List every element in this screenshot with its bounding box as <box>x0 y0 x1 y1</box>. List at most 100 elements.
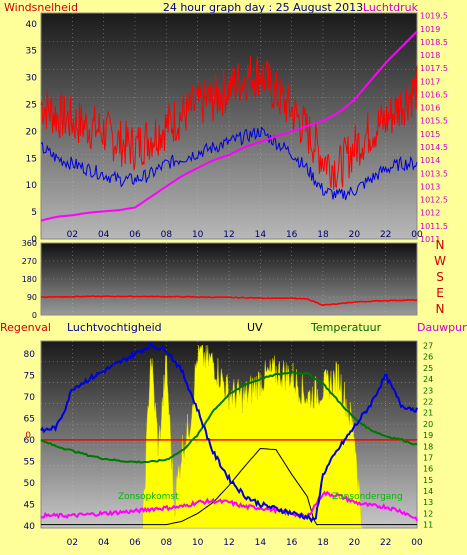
y-tick-label-temperature: 11 <box>423 521 433 530</box>
x-tick-label: 12 <box>223 230 234 240</box>
panel1-right-axis: 1011 1011.5 1012 1012.5 1013 1013.5 1014 1014.5… <box>420 12 448 244</box>
panel1-series <box>40 30 418 222</box>
y-tick-label-right: 1018 <box>420 51 440 60</box>
y-tick-label-right: 1015 <box>420 130 440 139</box>
x-tick-label: 16 <box>286 538 298 548</box>
y-tick-label-right: 1013.5 <box>420 169 448 178</box>
compass-letter-w: W <box>434 254 446 268</box>
x-tick-label: 00 <box>411 538 423 548</box>
y-tick-label-left: 10 <box>26 181 38 191</box>
y-tick-label-right: 1012 <box>420 209 440 218</box>
series-line-dauwpunt <box>40 490 418 522</box>
y-tick-label-humidity: 50 <box>24 479 36 489</box>
y-tick-label-left: 5 <box>31 208 37 218</box>
series-line-luchtdruk <box>40 30 418 222</box>
series-line-uv <box>41 447 417 526</box>
x-tick-label: 02 <box>67 538 78 548</box>
y-tick-label-right: 1017.5 <box>420 64 448 73</box>
y-tick-label-left: 30 <box>26 74 38 84</box>
temperature-title: Temperatuur <box>310 321 382 334</box>
y-tick-label-left: 40 <box>26 20 38 30</box>
x-tick-label: 06 <box>129 230 141 240</box>
x-tick-label: 18 <box>317 538 329 548</box>
y-tick-label-temperature: 25 <box>423 364 433 373</box>
series-line-windstoot <box>40 126 418 201</box>
y-tick-label-right: 1017 <box>420 77 440 86</box>
x-tick-label: 16 <box>286 230 298 240</box>
x-tick-label: 20 <box>349 230 361 240</box>
y-tick-label-temperature: 13 <box>423 498 433 507</box>
y-tick-label-right: 1014 <box>420 156 440 165</box>
graph-title: 24 hour graph day : 25 August 2013 <box>163 1 363 14</box>
y-tick-label-temperature: 27 <box>423 341 433 350</box>
x-tick-label: 10 <box>192 538 204 548</box>
y-tick-label-humidity: 75 <box>24 371 35 381</box>
y-tick-label-right: 1013 <box>420 182 440 191</box>
panel3-right-axis: 11 12 13 14 15 16 17 18 19 20 21 22 23 24 25 26 27 <box>423 341 433 529</box>
x-tick-label: 06 <box>129 538 141 548</box>
dewpoint-title: Dauwpunt <box>417 321 467 334</box>
y-tick-label-temperature: 14 <box>423 487 433 496</box>
y-tick-label-direction: 360 <box>22 239 37 248</box>
panel3-left-axis: 40 45 50 55 60 65 70 75 80 <box>24 350 36 532</box>
x-tick-label: 08 <box>161 538 173 548</box>
y-tick-label-right: 1018.5 <box>420 38 448 47</box>
y-tick-label-humidity: 70 <box>24 393 36 403</box>
y-tick-label-right: 1019 <box>420 25 440 34</box>
y-tick-label-humidity: 80 <box>24 350 36 360</box>
sunrise-annotation: Zonsopkomst <box>118 492 179 502</box>
x-tick-label: 04 <box>98 230 110 240</box>
left-axis-title: Windsnelheid <box>4 1 78 14</box>
y-tick-label-temperature: 19 <box>423 431 433 440</box>
y-tick-label-temperature: 24 <box>423 375 433 384</box>
y-tick-label-temperature: 20 <box>423 420 433 429</box>
y-tick-label-right: 1011 <box>420 235 440 244</box>
rain-zero-marker: 0 <box>25 431 31 441</box>
y-tick-label-temperature: 22 <box>423 397 433 406</box>
y-tick-label-left: 20 <box>26 127 38 137</box>
x-tick-label: 08 <box>161 230 173 240</box>
y-tick-label-direction: 270 <box>22 257 37 266</box>
y-tick-label-humidity: 45 <box>24 500 35 510</box>
x-tick-label: 04 <box>98 538 110 548</box>
compass-letter-n: N <box>436 302 445 316</box>
y-tick-label-left: 35 <box>26 47 37 57</box>
series-line-windsnelheid <box>40 56 418 190</box>
x-tick-label: 14 <box>255 230 267 240</box>
y-tick-label-humidity: 40 <box>24 522 36 532</box>
solar-radiation-area <box>142 345 363 529</box>
y-tick-label-right: 1016.5 <box>420 90 448 99</box>
panel3-x-axis: 02 04 06 08 10 12 14 16 18 20 22 00 <box>67 538 423 548</box>
y-tick-label-temperature: 15 <box>423 476 433 485</box>
y-tick-label-temperature: 23 <box>423 386 433 395</box>
y-tick-label-humidity: 65 <box>24 414 35 424</box>
series-line-temperatuur <box>40 371 418 464</box>
x-tick-label: 12 <box>223 538 234 548</box>
y-tick-label-right: 1015.5 <box>420 117 448 126</box>
panel1-x-axis: 02 04 06 08 10 12 14 16 18 20 22 00 <box>67 230 423 240</box>
y-tick-label-right: 1016 <box>420 104 440 113</box>
x-tick-label: 10 <box>192 230 204 240</box>
y-tick-label-humidity: 55 <box>24 457 35 467</box>
y-tick-label-temperature: 21 <box>423 409 433 418</box>
compass-letter-s: S <box>436 270 444 284</box>
panel1-left-axis: 0 5 10 15 20 25 30 35 40 <box>26 20 38 245</box>
y-tick-label-direction: 180 <box>22 275 37 284</box>
y-tick-label-right: 1014.5 <box>420 143 448 152</box>
x-tick-label: 02 <box>67 230 78 240</box>
humidity-title: Luchtvochtigheid <box>67 321 162 334</box>
y-tick-label-temperature: 18 <box>423 442 433 451</box>
uv-title: UV <box>247 321 263 334</box>
series-line-luchtvochtigheid <box>40 341 418 524</box>
x-tick-label: 22 <box>380 230 391 240</box>
y-tick-label-left: 25 <box>26 100 37 110</box>
y-tick-label-temperature: 12 <box>423 509 433 518</box>
x-tick-label: 14 <box>255 538 267 548</box>
panel2-series <box>41 295 418 307</box>
x-tick-label: 00 <box>411 230 423 240</box>
y-tick-label-right: 1019.5 <box>420 12 448 21</box>
panel2-left-axis: 0 90 180 270 360 <box>22 239 37 320</box>
y-tick-label-temperature: 17 <box>423 453 433 462</box>
y-tick-label-direction: 0 <box>32 311 37 320</box>
